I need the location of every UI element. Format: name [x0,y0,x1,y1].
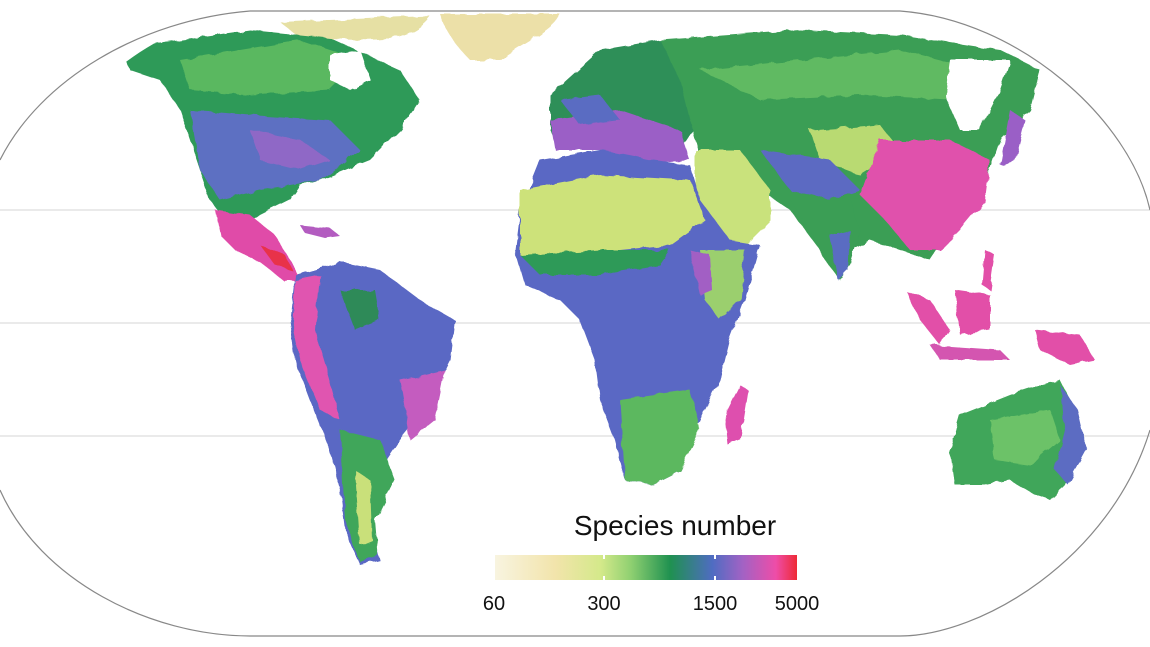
new-zealand [1100,510,1130,535]
colorbar [495,555,797,580]
colorbar-tick-1500 [714,555,716,559]
map-outline [0,10,1150,637]
arctic-islands [280,16,430,41]
colorbar-tick-300-bottom [603,576,605,580]
greenland [440,14,560,60]
legend-tick-300: 300 [587,593,621,615]
colorbar-tick-300 [603,555,605,559]
legend: Species number 60 300 1500 5000 [480,505,830,625]
madagascar [725,385,748,445]
south-america [290,262,455,565]
central-america [215,210,300,282]
legend-tick-60: 60 [482,593,506,615]
colorbar-tick-1500-bottom [714,576,716,580]
legend-title: Species number [573,510,777,541]
legend-tick-5000: 5000 [774,593,820,615]
legend-tick-1500: 1500 [692,593,738,615]
indonesia [905,290,950,345]
